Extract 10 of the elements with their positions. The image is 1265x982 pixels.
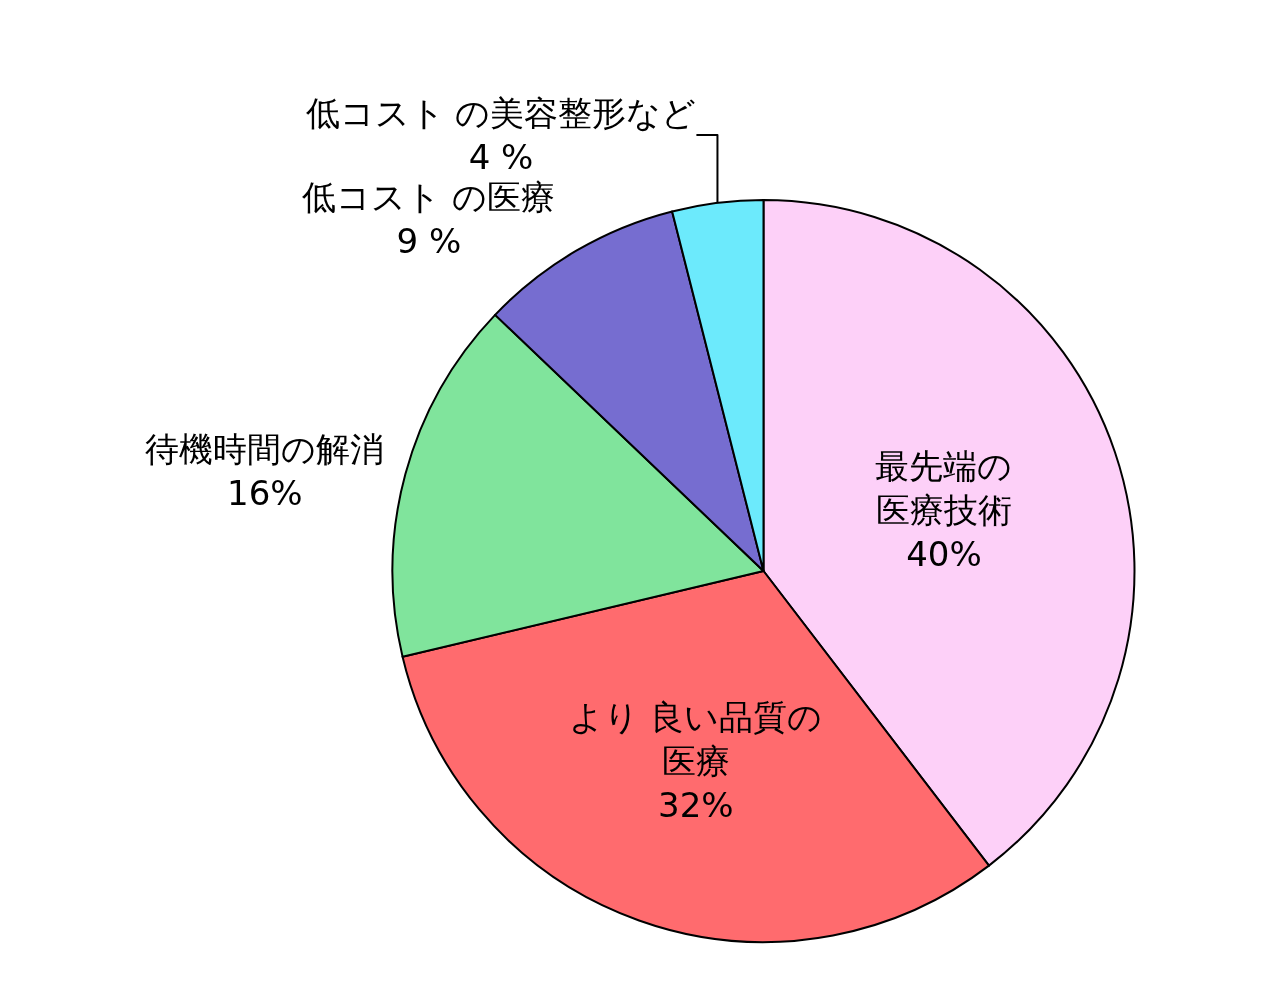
slice-label: 最先端の医療技術: [875, 445, 1013, 530]
data-label: 4 %: [468, 137, 534, 178]
data-label: 32%: [658, 785, 734, 826]
slice-label: 低コスト の医療: [302, 177, 556, 218]
data-label: 9 %: [396, 221, 462, 262]
slice-label: より 良い品質の医療: [569, 696, 823, 782]
data-label: 40%: [906, 534, 982, 575]
slice-label: 低コスト の美容整形など: [305, 92, 697, 133]
data-label: 16%: [227, 473, 303, 514]
slice-label: 待機時間の解消: [145, 429, 385, 470]
